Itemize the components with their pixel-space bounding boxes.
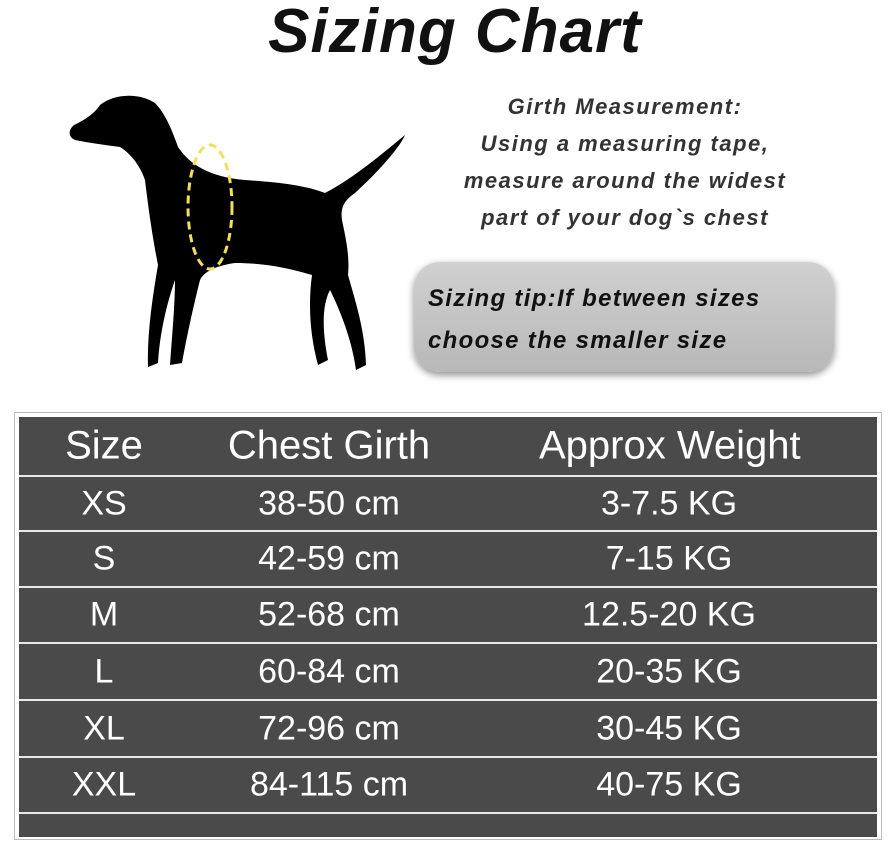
table-row: XS 38-50 cm 3-7.5 KG (19, 477, 877, 532)
size-table: Size Chest Girth Approx Weight XS 38-50 … (14, 412, 882, 840)
header-chest-girth: Chest Girth (227, 423, 431, 468)
cell-chest: 52-68 cm (258, 595, 400, 634)
cell-chest: 38-50 cm (258, 484, 400, 522)
tip-line: choose the smaller size (428, 327, 728, 354)
girth-line: Using a measuring tape, (480, 131, 770, 156)
girth-line: measure around the widest (463, 168, 787, 193)
cell-size: XXL (71, 765, 137, 804)
cell-size: XS (81, 484, 127, 522)
table-row: XXL 84-115 cm 40-75 KG (19, 758, 877, 814)
cell-weight: 12.5-20 KG (582, 595, 756, 634)
cell-weight: 3-7.5 KG (600, 484, 738, 522)
cell-chest: 84-115 cm (249, 765, 409, 804)
tip-line: Sizing tip:If between sizes (428, 285, 761, 312)
cell-size: XL (83, 709, 125, 747)
table-row: M 52-68 cm 12.5-20 KG (19, 588, 877, 644)
cell-chest: 60-84 cm (258, 652, 400, 690)
sizing-tip-box: Sizing tip:If between sizes choose the s… (414, 262, 834, 372)
girth-heading: Girth Measurement: (507, 94, 743, 119)
cell-weight: 40-75 KG (596, 765, 742, 804)
header-approx-weight: Approx Weight (539, 423, 801, 468)
header-size: Size (65, 423, 143, 468)
table-row: L 60-84 cm 20-35 KG (19, 644, 877, 701)
girth-instructions: Girth Measurement: Using a measuring tap… (420, 88, 830, 236)
table-header-row: Size Chest Girth Approx Weight (19, 417, 877, 477)
cell-weight: 20-35 KG (596, 652, 742, 690)
dog-silhouette-icon (69, 95, 405, 370)
cell-size: M (89, 595, 119, 634)
cell-weight: 7-15 KG (605, 539, 733, 578)
cell-chest: 42-59 cm (258, 539, 400, 578)
cell-weight: 30-45 KG (596, 709, 742, 747)
page-title: Sizing Chart (268, 0, 642, 66)
girth-line: part of your dog`s chest (481, 205, 769, 230)
table-row: XL 72-96 cm 30-45 KG (19, 701, 877, 758)
cell-size: S (92, 539, 116, 578)
cell-chest: 72-96 cm (258, 709, 400, 747)
table-row: S 42-59 cm 7-15 KG (19, 532, 877, 588)
cell-size: L (94, 652, 114, 690)
